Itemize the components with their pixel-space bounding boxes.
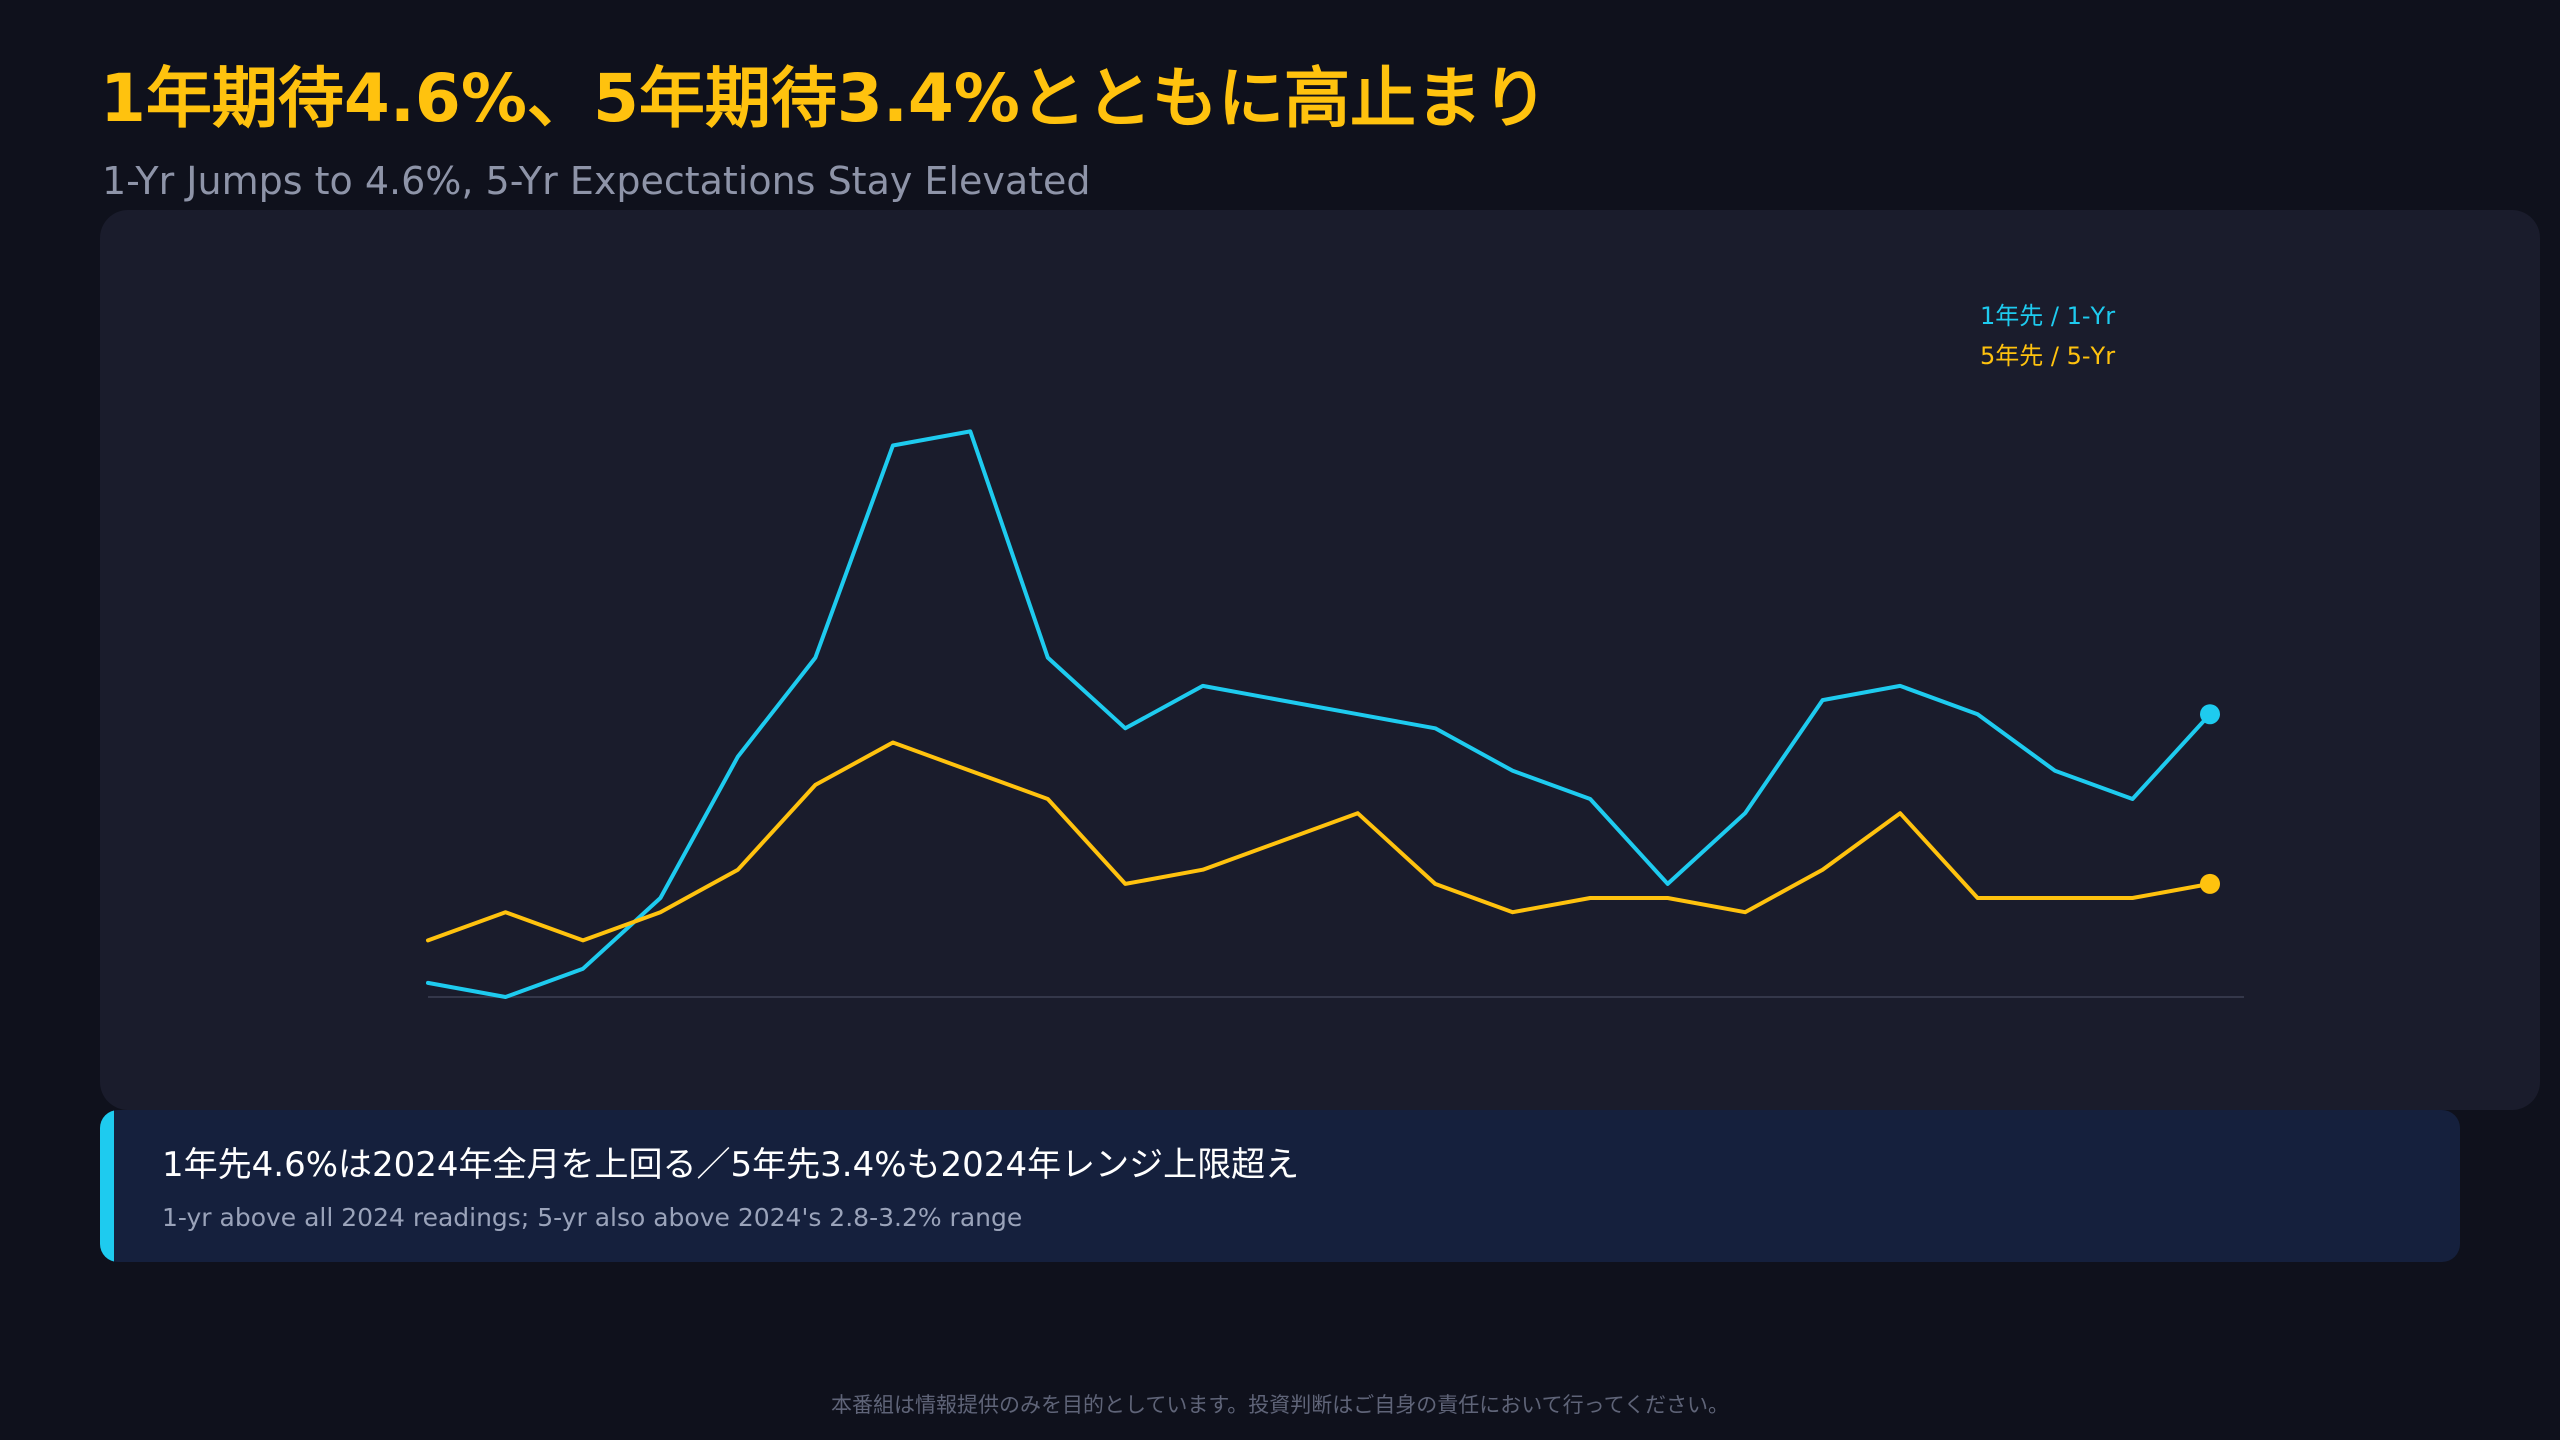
callout-sub-text: 1-yr above all 2024 readings; 5-yr also … (162, 1203, 1023, 1232)
series-line-1yr (426, 429, 2212, 999)
page-subtitle: 1-Yr Jumps to 4.6%, 5-Yr Expectations St… (102, 159, 1091, 203)
callout-accent-bar (100, 1110, 114, 1262)
chart-panel: 1年先 / 1-Yr 5年先 / 5-Yr (100, 210, 2540, 1110)
callout-main-text: 1年先4.6%は2024年全月を上回る／5年先3.4%も2024年レンジ上限超え (162, 1145, 1300, 1185)
latest-point-5yr-24 (2200, 873, 2220, 894)
chart-legend: 1年先 / 1-Yr 5年先 / 5-Yr (1980, 296, 2115, 376)
page-title: 1年期待4.6%、5年期待3.4%とともに高止まり (100, 60, 1548, 137)
disclaimer-footer: 本番組は情報提供のみを目的としています。投資判断はご自身の責任において行ってくだ… (831, 1393, 1729, 1417)
legend-item-1yr: 1年先 / 1-Yr (1980, 302, 2116, 330)
series-line-5yr (426, 740, 2212, 943)
legend-item-5yr: 5年先 / 5-Yr (1980, 342, 2116, 370)
callout-box: 1年先4.6%は2024年全月を上回る／5年先3.4%も2024年レンジ上限超え… (100, 1110, 2460, 1262)
line-chart (426, 429, 2244, 999)
latest-point-1yr-24 (2200, 704, 2220, 725)
